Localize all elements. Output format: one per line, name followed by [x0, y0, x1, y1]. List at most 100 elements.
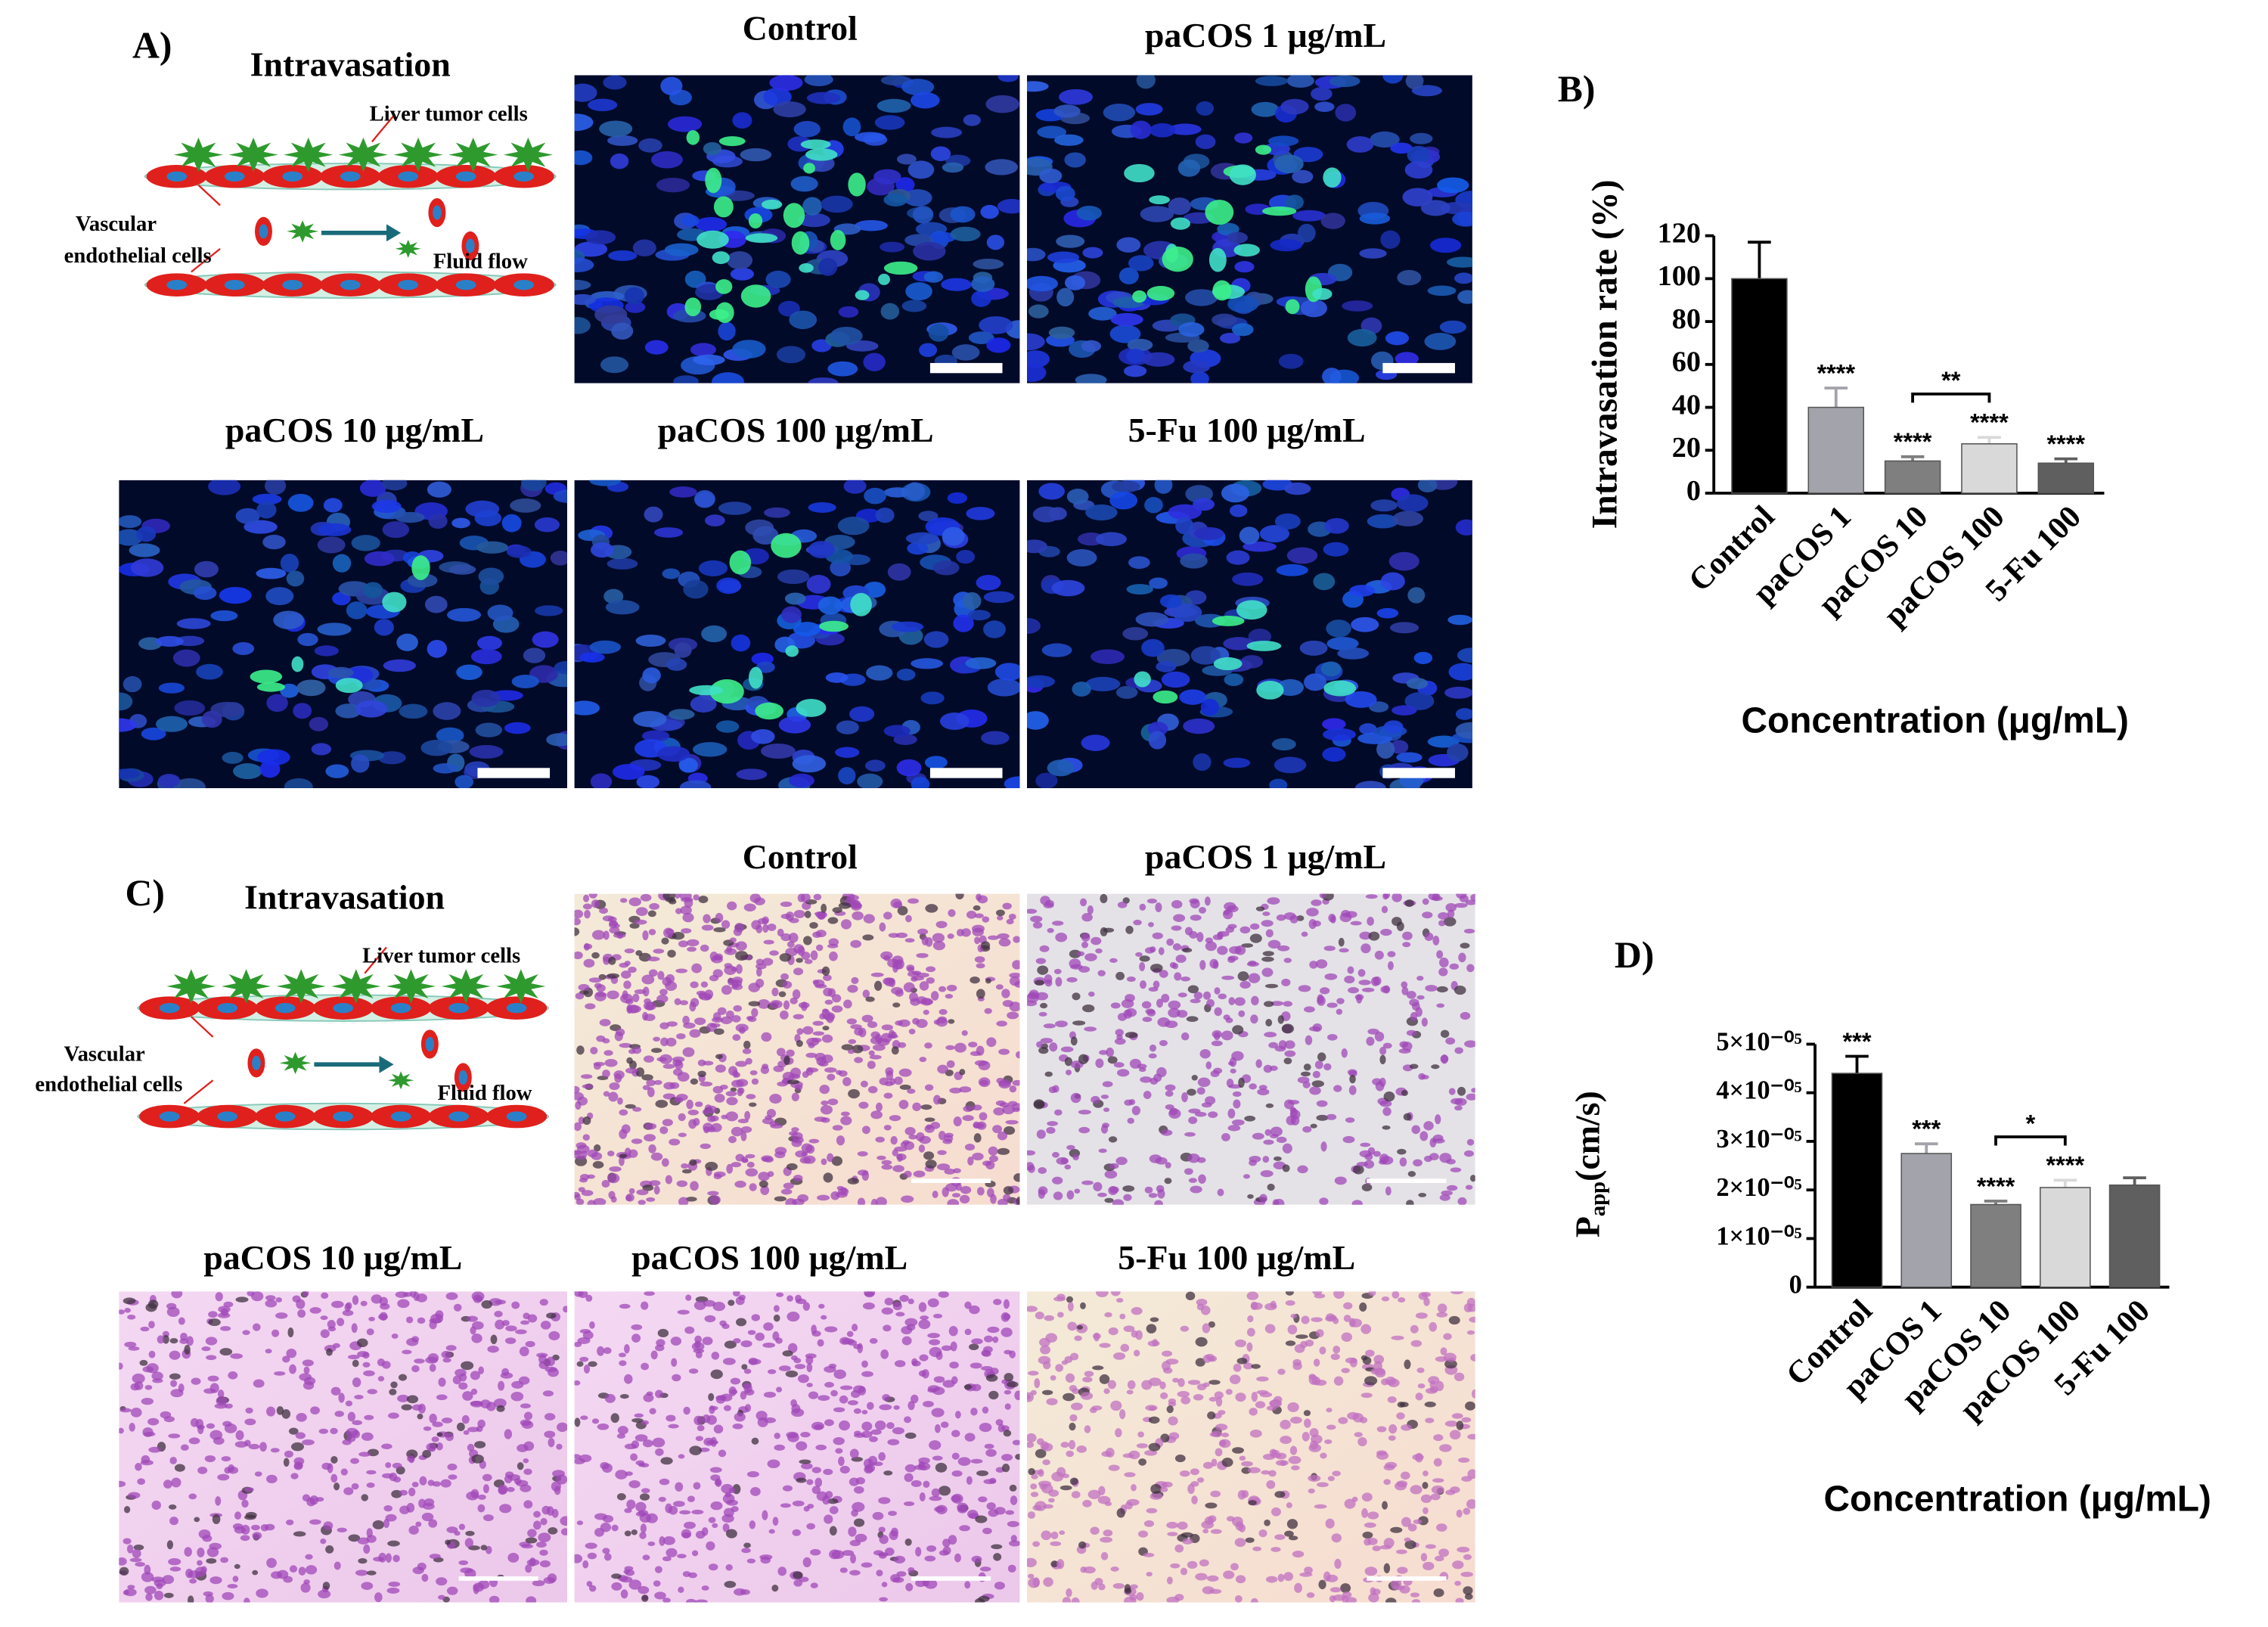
cell: [707, 1191, 719, 1196]
cell: [644, 1134, 656, 1142]
cell: [1333, 1376, 1344, 1386]
cell: [1210, 1490, 1221, 1498]
cell: [923, 1009, 929, 1015]
cell: [735, 951, 749, 961]
nucleus: [466, 238, 475, 253]
cell: [806, 1363, 813, 1373]
cell: [513, 1478, 522, 1485]
cell: [1410, 132, 1433, 144]
y-tick-label: 0: [1686, 475, 1701, 507]
cell: [895, 989, 904, 997]
cell: [220, 1326, 231, 1331]
cell: [822, 1008, 829, 1014]
cell: [1439, 320, 1466, 334]
cell: [1135, 103, 1163, 116]
cell: [683, 1521, 697, 1529]
cell: [691, 1509, 704, 1515]
cell: [1415, 1312, 1428, 1319]
cell: [750, 1486, 761, 1496]
cell: [715, 1395, 726, 1404]
cell: [244, 1487, 254, 1492]
micrograph: [1027, 1291, 1475, 1603]
cell: [132, 1373, 145, 1384]
cell: [1064, 1057, 1073, 1067]
cell: [687, 946, 697, 952]
cell: [470, 648, 502, 665]
cell: [557, 1422, 567, 1433]
cell: [147, 1417, 160, 1426]
cell: [1081, 941, 1089, 949]
cell: [1293, 147, 1323, 163]
cell: [829, 1506, 839, 1514]
cell: [1326, 1424, 1336, 1430]
cell: [1367, 1147, 1376, 1155]
cell: [1234, 1594, 1243, 1603]
cell: [119, 1480, 126, 1488]
cell: [658, 1496, 666, 1502]
cell: [796, 1040, 803, 1048]
cell: [760, 1185, 770, 1196]
cell: [1007, 1381, 1019, 1388]
cell: [650, 1048, 662, 1054]
cell: [169, 1456, 177, 1464]
cell: [1433, 1458, 1442, 1467]
cell: [732, 340, 766, 359]
cell: [662, 977, 672, 986]
cell: [892, 1002, 901, 1008]
cell: [694, 1101, 703, 1107]
nucleus: [340, 171, 361, 182]
cell: [917, 928, 929, 935]
cell: [1004, 1373, 1014, 1382]
cell: [1119, 1313, 1126, 1320]
cell: [1256, 1376, 1269, 1382]
cell: [1440, 1347, 1447, 1355]
cell: [829, 1549, 841, 1560]
cell: [824, 1382, 834, 1388]
cell: [681, 928, 692, 934]
cell: [435, 1310, 444, 1320]
cell: [1188, 1178, 1197, 1183]
cell: [805, 1052, 818, 1058]
cell: [1262, 911, 1271, 916]
cell: [1066, 1296, 1073, 1303]
cell: [1054, 1109, 1063, 1116]
cell: [1249, 1083, 1257, 1090]
cell: [358, 1558, 368, 1564]
cell: [779, 953, 792, 962]
cell: [1324, 973, 1338, 980]
cell: [1220, 1440, 1227, 1447]
cell: [579, 1174, 590, 1181]
cell: [979, 1422, 992, 1433]
cell: [1420, 1494, 1432, 1503]
cell: [607, 557, 638, 570]
cell: [1108, 1464, 1120, 1471]
cell: [172, 649, 200, 667]
cell: [358, 1452, 371, 1457]
cell: [471, 1291, 485, 1302]
cell: [1164, 1178, 1172, 1185]
cell: [698, 560, 728, 576]
cell: [232, 1576, 239, 1582]
cell: [1310, 1123, 1317, 1129]
y-tick-label: 120: [1658, 217, 1701, 249]
cell: [1306, 908, 1319, 917]
cell: [879, 1597, 888, 1602]
cell: [1234, 132, 1253, 144]
cell: [392, 1476, 402, 1483]
cell: [1227, 295, 1259, 313]
cell: [662, 1556, 672, 1562]
cell: [1341, 1332, 1352, 1342]
nucleus: [455, 279, 476, 290]
cell: [209, 1430, 223, 1440]
cell: [947, 933, 954, 939]
cell: [337, 1318, 345, 1327]
cell: [574, 1091, 584, 1101]
cell: [646, 1513, 658, 1523]
cell: [1050, 1375, 1056, 1381]
cell: [475, 722, 502, 737]
cell: [1081, 933, 1091, 942]
cell: [852, 1501, 865, 1512]
cell: [864, 487, 886, 505]
cell: [587, 1149, 598, 1158]
cell: [1319, 1197, 1329, 1205]
